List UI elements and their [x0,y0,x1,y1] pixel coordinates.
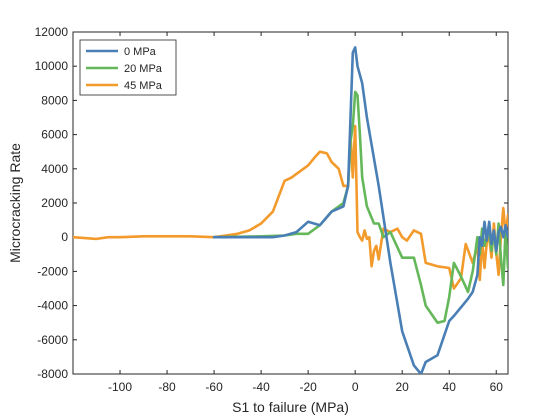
legend-label: 20 MPa [124,63,163,75]
y-tick-label: -6000 [37,333,68,347]
x-tick-label: -100 [108,380,132,394]
y-tick-label: 2000 [41,196,68,210]
x-tick-label: 0 [352,380,359,394]
x-tick-label: -20 [299,380,317,394]
y-tick-label: -4000 [37,299,68,313]
y-tick-label: 10000 [35,59,69,73]
y-axis-label: Microcracking Rate [7,143,23,263]
x-tick-label: 40 [443,380,457,394]
x-tick-label: -60 [205,380,223,394]
y-tick-label: 12000 [35,25,69,39]
y-tick-label: -2000 [37,264,68,278]
x-tick-label: -80 [158,380,176,394]
x-tick-label: -40 [252,380,270,394]
y-tick-label: 6000 [41,128,68,142]
y-tick-label: 4000 [41,162,68,176]
legend-label: 0 MPa [124,46,157,58]
y-tick-label: 8000 [41,93,68,107]
series-layer [73,46,508,374]
x-axis-label: S1 to failure (MPa) [232,399,349,415]
y-tick-label: -8000 [37,367,68,381]
y-axis-ticks: -8000 -6000 -4000 -2000 0 2000 4000 6000 8000 100… [35,25,508,381]
legend-label: 45 MPa [124,80,163,92]
y-tick-label: 0 [61,230,68,244]
x-tick-label: 60 [490,380,504,394]
series-line-0-mpa [212,46,508,374]
x-tick-label: 20 [396,380,410,394]
legend: 0 MPa 20 MPa 45 MPa [79,39,177,96]
x-axis-ticks: -100 -80 -60 -40 -20 0 20 40 60 [108,32,503,394]
